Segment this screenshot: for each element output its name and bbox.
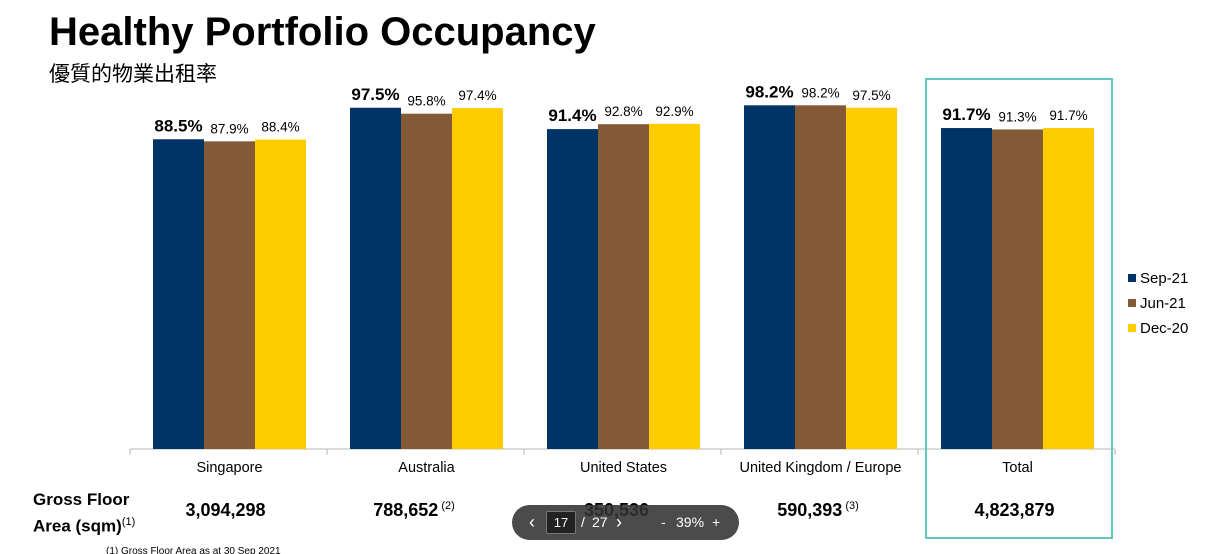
page-subtitle: 優質的物業出租率: [49, 62, 217, 86]
gfa-note: (2): [441, 500, 455, 512]
gfa-note: (3): [845, 500, 859, 512]
category-label: United States: [580, 460, 667, 476]
category-label: Singapore: [196, 460, 262, 476]
bar-jun-21-2: [598, 124, 649, 449]
bar-jun-21-1: [401, 113, 452, 449]
data-label: 97.4%: [458, 88, 496, 103]
data-label: 87.9%: [210, 121, 248, 136]
legend-label: Dec-20: [1140, 320, 1188, 337]
page-separator: /: [581, 514, 585, 530]
total-highlight-box: [925, 78, 1113, 539]
bar-jun-21-3: [795, 105, 846, 450]
bar-sep-21-4: [941, 128, 992, 450]
data-label: 88.5%: [154, 116, 202, 135]
gfa-value: 4,823,879: [974, 500, 1055, 520]
gfa-value-total: 4,823,879: [926, 500, 1106, 521]
gfa-value-australia: 788,652 (2): [324, 500, 504, 521]
gfa-value: 3,094,298: [185, 500, 266, 520]
gross-floor-area-label: Gross Floor Area (sqm)(1): [33, 489, 135, 538]
bar-dec-20-3: [846, 107, 897, 449]
legend-swatch: [1128, 274, 1136, 282]
previous-page-button[interactable]: ‹: [529, 512, 535, 532]
bar-dec-20-0: [255, 139, 306, 449]
gfa-value-singapore: 3,094,298: [137, 500, 317, 521]
legend-label: Sep-21: [1140, 270, 1188, 287]
bar-sep-21-1: [350, 107, 401, 449]
data-label: 95.8%: [407, 94, 445, 109]
bar-dec-20-4: [1043, 128, 1094, 450]
category-label: Australia: [398, 460, 455, 476]
bar-sep-21-3: [744, 105, 795, 450]
bar-dec-20-1: [452, 108, 503, 449]
page-title: Healthy Portfolio Occupancy: [49, 10, 596, 54]
gfa-label-note: (1): [121, 516, 136, 528]
gfa-label-line2: Area (sqm): [33, 516, 122, 536]
bar-sep-21-0: [153, 139, 204, 449]
data-label: 97.5%: [852, 88, 890, 103]
gfa-label-line1: Gross Floor: [33, 490, 130, 509]
zoom-out-button[interactable]: -: [661, 514, 666, 530]
bar-sep-21-2: [547, 129, 598, 449]
page-number-input[interactable]: 17: [546, 511, 576, 534]
zoom-level: 39%: [676, 514, 705, 530]
bar-jun-21-0: [204, 141, 255, 449]
pdf-page-toolbar: ‹ 17 / 27 › - 39% +: [512, 505, 739, 540]
gfa-value: 788,652: [373, 500, 439, 520]
total-pages: 27: [592, 514, 608, 530]
gfa-value: 590,393: [777, 500, 843, 520]
bar-dec-20-2: [649, 123, 700, 449]
next-page-button[interactable]: ›: [616, 512, 622, 532]
bar-jun-21-4: [992, 129, 1043, 449]
data-label: 98.2%: [801, 85, 839, 100]
data-label: 88.4%: [261, 120, 299, 135]
legend-label: Jun-21: [1140, 295, 1186, 312]
data-label: 91.7%: [942, 105, 990, 124]
category-label: United Kingdom / Europe: [739, 460, 901, 476]
legend-swatch: [1128, 299, 1136, 307]
footnote: (1) Gross Floor Area as at 30 Sep 2021: [106, 546, 281, 554]
data-label: 97.5%: [351, 85, 399, 104]
data-label: 91.3%: [998, 109, 1036, 124]
data-label: 92.9%: [655, 104, 693, 119]
zoom-in-button[interactable]: +: [712, 514, 721, 530]
gfa-value-uk-europe: 590,393 (3): [728, 500, 908, 521]
data-label: 91.7%: [1049, 108, 1087, 123]
category-label: Total: [1002, 460, 1033, 476]
legend-swatch: [1128, 324, 1136, 332]
data-label: 98.2%: [745, 82, 793, 101]
data-label: 92.8%: [604, 104, 642, 119]
data-label: 91.4%: [548, 106, 596, 125]
